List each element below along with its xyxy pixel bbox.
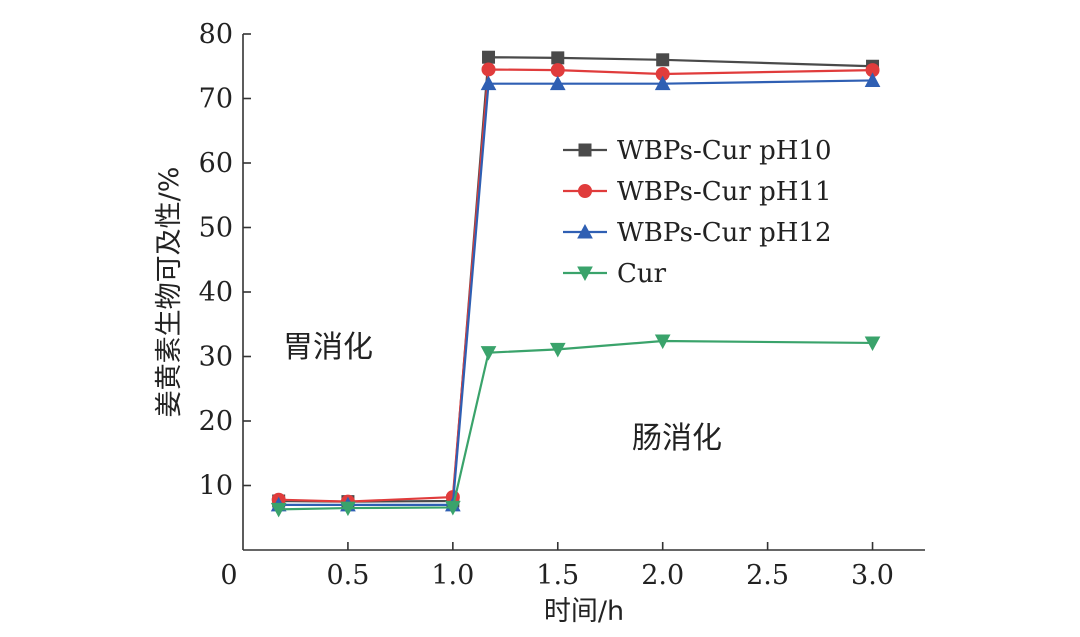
series-3 <box>270 334 881 518</box>
x-tick-label: 0.5 <box>326 560 369 591</box>
y-tick-label: 10 <box>199 471 233 502</box>
data-point <box>549 342 566 358</box>
legend-label: Cur <box>617 259 667 289</box>
y-tick-label: 80 <box>199 19 233 50</box>
series-1 <box>271 62 880 509</box>
y-tick-label: 70 <box>199 84 233 115</box>
annotation-intestinal-digestion: 肠消化 <box>632 421 722 456</box>
data-point <box>864 336 881 352</box>
data-point <box>445 500 461 516</box>
data-point <box>654 75 671 91</box>
legend-item: WBPs-Cur pH10 <box>563 136 832 166</box>
y-axis-title: 姜黄素生物可及性/% <box>154 167 185 418</box>
annotation-gastric-digestion: 胃消化 <box>283 330 373 365</box>
y-tick-label: 20 <box>199 406 233 437</box>
y-tick-label: 30 <box>199 342 233 373</box>
y-tick-label: 60 <box>199 148 233 179</box>
legend: WBPs-Cur pH10 WBPs-Cur pH11 WBPs-Cur pH12 C… <box>563 136 832 289</box>
legend-label: WBPs-Cur pH12 <box>617 218 832 248</box>
series-0 <box>272 50 880 509</box>
legend-item: WBPs-Cur pH11 <box>563 177 832 207</box>
x-tick-label: 2.0 <box>641 560 684 591</box>
legend-marker <box>577 266 593 282</box>
legend-marker <box>578 184 592 198</box>
legend-item: Cur <box>563 259 667 289</box>
data-point <box>340 501 356 517</box>
data-point <box>481 62 496 77</box>
series-line <box>278 56 873 503</box>
series-line <box>278 339 873 511</box>
legend-marker <box>578 143 592 157</box>
y-tick-label: 40 <box>199 277 233 308</box>
y-axis-ticks: 10 20 30 40 50 60 70 80 <box>199 19 251 502</box>
data-point <box>864 72 881 87</box>
x-tick-label: 3.0 <box>851 560 894 591</box>
y-tick-label: 50 <box>199 213 233 244</box>
series-layer <box>270 50 881 518</box>
x-tick-label: 0 <box>220 560 237 591</box>
legend-label: WBPs-Cur pH10 <box>617 136 832 166</box>
x-axis-title: 时间/h <box>544 596 624 627</box>
x-tick-label: 2.5 <box>746 560 789 591</box>
legend-item: WBPs-Cur pH12 <box>563 218 832 248</box>
legend-label: WBPs-Cur pH11 <box>617 177 832 207</box>
data-point <box>551 51 565 65</box>
data-point <box>549 75 566 91</box>
data-point <box>550 63 565 78</box>
x-tick-label: 1.0 <box>431 560 474 591</box>
data-point <box>480 346 497 361</box>
data-point <box>480 75 497 91</box>
data-point <box>654 334 671 350</box>
series-line <box>278 68 873 503</box>
x-axis-ticks: 0 0.5 1.0 1.5 2.0 2.5 3.0 <box>220 542 894 591</box>
legend-marker <box>577 223 593 239</box>
axes <box>242 34 925 551</box>
data-point <box>482 50 496 64</box>
data-point <box>656 53 670 67</box>
data-point <box>270 502 287 518</box>
x-tick-label: 1.5 <box>536 560 579 591</box>
